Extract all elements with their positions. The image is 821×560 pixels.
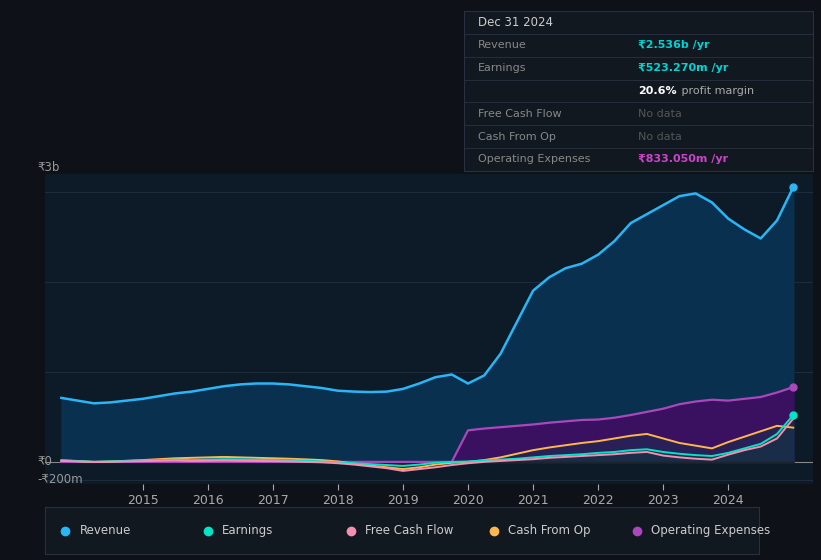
Text: Cash From Op: Cash From Op xyxy=(478,132,556,142)
Text: Dec 31 2024: Dec 31 2024 xyxy=(478,16,553,29)
Text: ₹833.050m /yr: ₹833.050m /yr xyxy=(639,155,728,165)
Text: ₹523.270m /yr: ₹523.270m /yr xyxy=(639,63,729,73)
Text: ₹3b: ₹3b xyxy=(38,161,60,174)
Text: ₹0: ₹0 xyxy=(38,455,53,468)
Text: Free Cash Flow: Free Cash Flow xyxy=(478,109,562,119)
Text: Operating Expenses: Operating Expenses xyxy=(478,155,590,165)
Text: Revenue: Revenue xyxy=(478,40,526,50)
Text: Earnings: Earnings xyxy=(222,524,273,537)
Text: profit margin: profit margin xyxy=(678,86,754,96)
Text: No data: No data xyxy=(639,109,682,119)
Text: -₹200m: -₹200m xyxy=(38,473,83,487)
Text: Cash From Op: Cash From Op xyxy=(508,524,590,537)
Text: Operating Expenses: Operating Expenses xyxy=(651,524,770,537)
Text: ₹2.536b /yr: ₹2.536b /yr xyxy=(639,40,710,50)
Text: Revenue: Revenue xyxy=(80,524,131,537)
Text: Free Cash Flow: Free Cash Flow xyxy=(365,524,453,537)
Text: 20.6%: 20.6% xyxy=(639,86,677,96)
Text: No data: No data xyxy=(639,132,682,142)
Text: Earnings: Earnings xyxy=(478,63,526,73)
